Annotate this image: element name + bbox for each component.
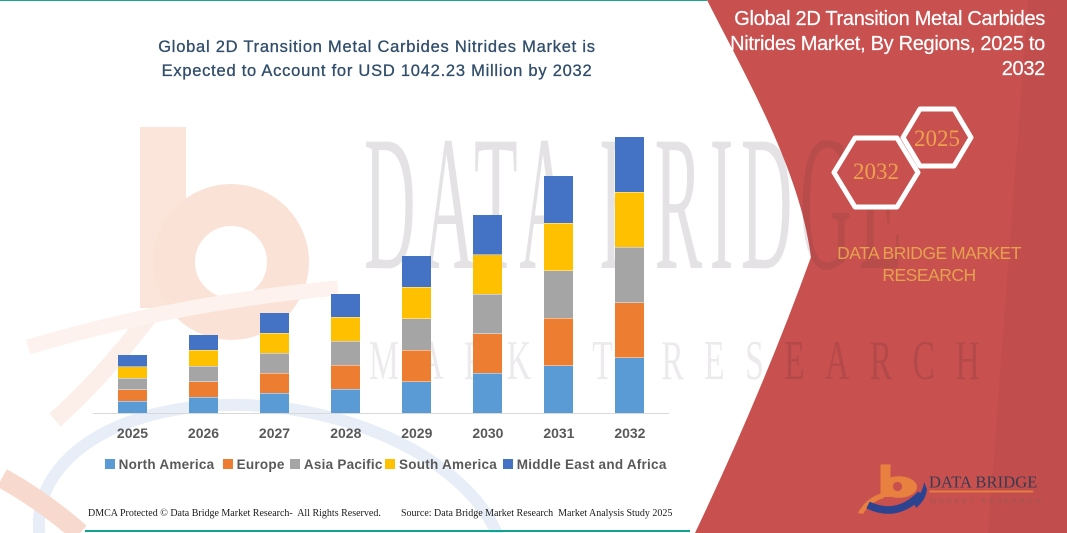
svg-text:2032: 2032 xyxy=(853,159,899,184)
svg-text:DATA BRIDGE: DATA BRIDGE xyxy=(929,472,1037,491)
svg-text:MARKET RESEARCH: MARKET RESEARCH xyxy=(930,496,1043,505)
svg-text:2025: 2025 xyxy=(914,126,960,151)
